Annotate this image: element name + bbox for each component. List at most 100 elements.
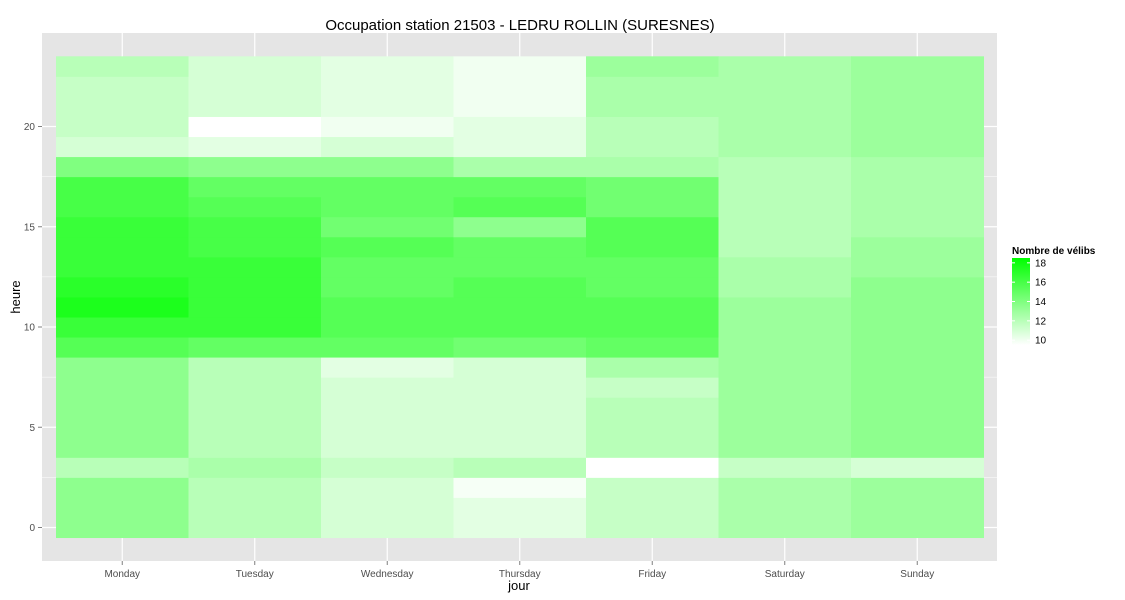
- heatmap-tile: [453, 397, 587, 418]
- heatmap-tile: [718, 76, 852, 97]
- heatmap-tile: [321, 276, 454, 298]
- heatmap-tile: [453, 136, 587, 158]
- heatmap-tile: [586, 256, 719, 278]
- heatmap-tile: [56, 437, 189, 458]
- heatmap-tile: [453, 377, 587, 398]
- heatmap-tile: [321, 196, 454, 218]
- heatmap-tile: [56, 337, 189, 358]
- heatmap-tiles: [56, 56, 984, 539]
- heatmap-tile: [586, 196, 719, 218]
- heatmap-tile: [586, 56, 719, 77]
- heatmap-tile: [586, 116, 719, 138]
- heatmap-tile: [188, 477, 322, 498]
- legend-tick-label: 16: [1035, 278, 1047, 289]
- legend-tick-label: 14: [1035, 297, 1047, 308]
- heatmap-tile: [321, 216, 454, 238]
- heatmap-tile: [56, 96, 189, 117]
- heatmap-tile: [453, 337, 587, 358]
- heatmap-tile: [718, 176, 852, 198]
- heatmap-tile: [321, 256, 454, 278]
- heatmap-tile: [188, 497, 322, 518]
- heatmap-tile: [56, 56, 189, 77]
- heatmap-tile: [718, 397, 852, 418]
- heatmap-tile: [188, 236, 322, 258]
- heatmap-tile: [851, 156, 984, 178]
- heatmap-tile: [56, 397, 189, 418]
- heatmap-tile: [321, 96, 454, 117]
- heatmap-tile: [453, 216, 587, 238]
- y-tick-label: 10: [24, 323, 36, 334]
- heatmap-tile: [851, 417, 984, 438]
- legend-tick-label: 10: [1035, 336, 1047, 347]
- x-tick-label: Wednesday: [361, 569, 414, 580]
- x-tick-label: Thursday: [499, 569, 541, 580]
- heatmap-tile: [586, 377, 719, 398]
- heatmap-tile: [718, 377, 852, 398]
- heatmap-tile: [453, 116, 587, 138]
- x-axis-label: jour: [507, 578, 530, 593]
- heatmap-tile: [321, 437, 454, 458]
- heatmap-tile: [718, 296, 852, 318]
- x-tick-label: Monday: [104, 569, 140, 580]
- heatmap-tile: [453, 236, 587, 258]
- heatmap-tile: [321, 236, 454, 258]
- heatmap-tile: [453, 256, 587, 278]
- heatmap-tile: [851, 276, 984, 298]
- heatmap-tile: [321, 156, 454, 178]
- y-axis: 0 5 10 15 20: [24, 122, 42, 534]
- heatmap-tile: [321, 316, 454, 338]
- heatmap-tile: [321, 397, 454, 418]
- heatmap-tile: [718, 156, 852, 178]
- heatmap-tile: [56, 256, 189, 278]
- heatmap-tile: [56, 196, 189, 218]
- heatmap-tile: [718, 136, 852, 158]
- x-tick-label: Sunday: [900, 569, 934, 580]
- heatmap-tile: [188, 136, 322, 158]
- heatmap-tile: [56, 76, 189, 97]
- heatmap-tile: [453, 457, 587, 478]
- heatmap-tile: [188, 437, 322, 458]
- heatmap-tile: [453, 176, 587, 198]
- heatmap-tile: [188, 377, 322, 398]
- heatmap-tile: [321, 497, 454, 518]
- heatmap-tile: [188, 56, 322, 77]
- heatmap-tile: [188, 96, 322, 117]
- heatmap-tile: [56, 176, 189, 198]
- heatmap-tile: [188, 397, 322, 418]
- heatmap-tile: [851, 216, 984, 238]
- heatmap-tile: [851, 236, 984, 258]
- heatmap-tile: [453, 316, 587, 338]
- heatmap-tile: [56, 296, 189, 318]
- heatmap-tile: [321, 296, 454, 318]
- heatmap-tile: [586, 337, 719, 358]
- heatmap-tile: [453, 517, 587, 539]
- heatmap-tile: [453, 357, 587, 378]
- heatmap-tile: [321, 337, 454, 358]
- heatmap-tile: [453, 497, 587, 518]
- heatmap-tile: [586, 136, 719, 158]
- heatmap-tile: [851, 437, 984, 458]
- heatmap-tile: [56, 136, 189, 158]
- heatmap-tile: [453, 417, 587, 438]
- heatmap-tile: [188, 116, 322, 138]
- heatmap-tile: [188, 337, 322, 358]
- heatmap-tile: [188, 457, 322, 478]
- heatmap-tile: [586, 96, 719, 117]
- heatmap-tile: [453, 76, 587, 97]
- heatmap-tile: [586, 397, 719, 418]
- heatmap-tile: [851, 517, 984, 539]
- heatmap-tile: [188, 517, 322, 539]
- heatmap-tile: [718, 337, 852, 358]
- heatmap-tile: [586, 296, 719, 318]
- heatmap-tile: [851, 397, 984, 418]
- heatmap-tile: [321, 176, 454, 198]
- heatmap-tile: [56, 377, 189, 398]
- y-tick-label: 20: [24, 122, 36, 133]
- heatmap-tile: [188, 276, 322, 298]
- legend: Nombre de vélibs 10 12 14 16 18: [1012, 246, 1096, 347]
- heatmap-tile: [188, 316, 322, 338]
- heatmap-tile: [56, 457, 189, 478]
- heatmap-tile: [718, 477, 852, 498]
- heatmap-tile: [321, 457, 454, 478]
